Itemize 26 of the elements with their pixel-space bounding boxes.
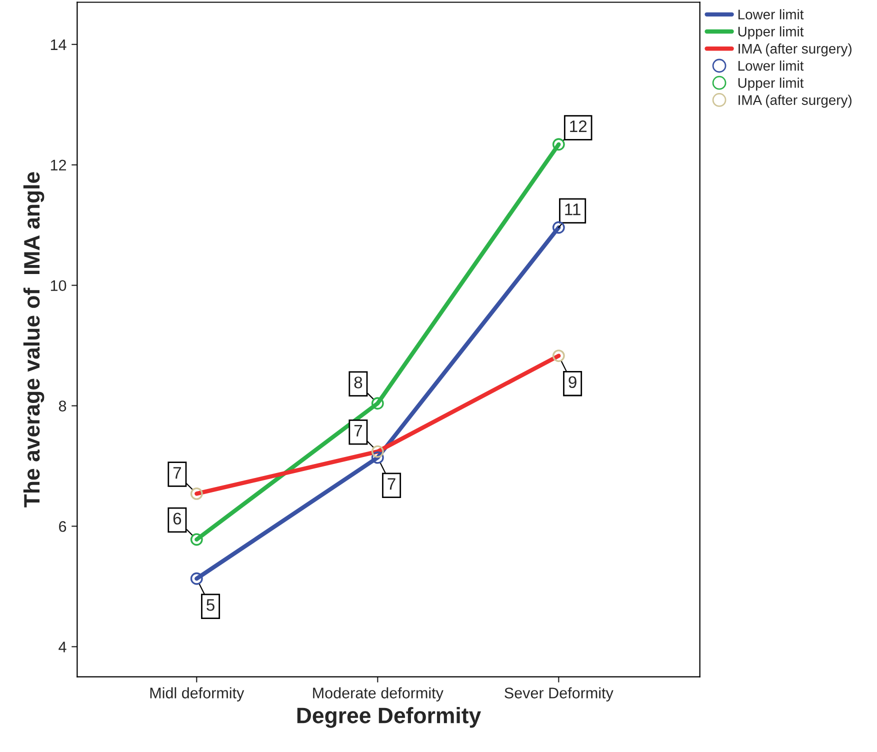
y-tick-label: 12 (50, 160, 66, 170)
x-tick-label: Sever Deformity (504, 687, 614, 702)
data-label: 6 (173, 512, 182, 525)
legend-label: IMA (after surgery) (738, 43, 852, 56)
legend-label: Upper limit (738, 78, 804, 91)
legend-label: IMA (after surgery) (738, 94, 852, 108)
y-tick-label: 14 (50, 39, 66, 50)
x-axis-title: Degree Deformity (297, 707, 482, 728)
y-tick-label: 8 (58, 400, 66, 412)
legend-label: Lower limit (738, 60, 804, 71)
legend-label: Lower limit (738, 9, 804, 20)
data-label: 8 (354, 376, 362, 388)
data-label: 11 (565, 204, 580, 216)
data-label: 7 (354, 424, 362, 436)
data-label: 9 (568, 376, 576, 388)
data-label: 12 (570, 120, 587, 132)
data-label: 5 (206, 599, 214, 611)
y-axis-title: The average value of IMA angle (23, 172, 44, 508)
y-tick-label: 4 (58, 642, 66, 652)
y-tick-label: 6 (59, 521, 66, 532)
x-tick-label: Moderate deformity (313, 687, 444, 702)
data-label: 7 (173, 467, 181, 479)
legend-label: Upper limit (738, 26, 804, 40)
data-label: 7 (388, 478, 396, 490)
x-tick-label: Midl deformity (150, 687, 244, 702)
y-tick-label: 10 (50, 280, 66, 292)
